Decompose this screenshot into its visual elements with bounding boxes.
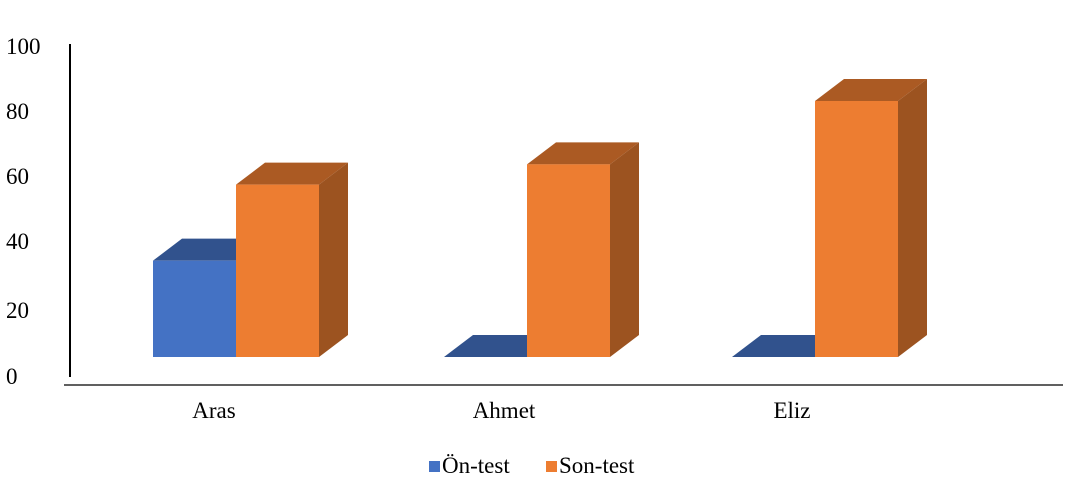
legend-label-on-test: Ön-test [442,453,510,478]
x-tick-label-ahmet: Ahmet [473,398,536,423]
y-tick-label: 40 [6,229,29,254]
x-axis-labels: Aras Ahmet Eliz [192,398,810,423]
y-tick-label: 100 [6,34,41,59]
y-tick-label: 0 [6,364,18,389]
bar-side-face [898,78,927,357]
bar-front-face [153,260,236,357]
bar-front-face [815,100,898,357]
bar-side-face [610,142,639,357]
y-tick-label: 80 [6,99,29,124]
bar-top-face [236,162,348,185]
x-tick-label-eliz: Eliz [773,398,810,423]
y-axis-ticks: 0 20 40 60 80 100 [6,34,41,389]
bar-top-face [527,142,639,165]
bar-top-face [815,78,927,101]
y-tick-label: 60 [6,164,29,189]
bar-son-test-eliz [815,78,927,357]
bar-son-test-ahmet [527,142,639,357]
chart-axes [64,44,1063,386]
bar-son-test-aras [236,162,348,357]
legend-label-son-test: Son-test [559,453,635,478]
legend-swatch-son-test [546,461,557,472]
y-tick-label: 20 [6,298,29,323]
bar-side-face [319,162,348,357]
legend-swatch-on-test [429,461,440,472]
bars-group [153,78,927,357]
bar-front-face [236,184,319,357]
legend: Ön-test Son-test [429,453,635,478]
bar-front-face [527,164,610,357]
x-tick-label-aras: Aras [192,398,235,423]
